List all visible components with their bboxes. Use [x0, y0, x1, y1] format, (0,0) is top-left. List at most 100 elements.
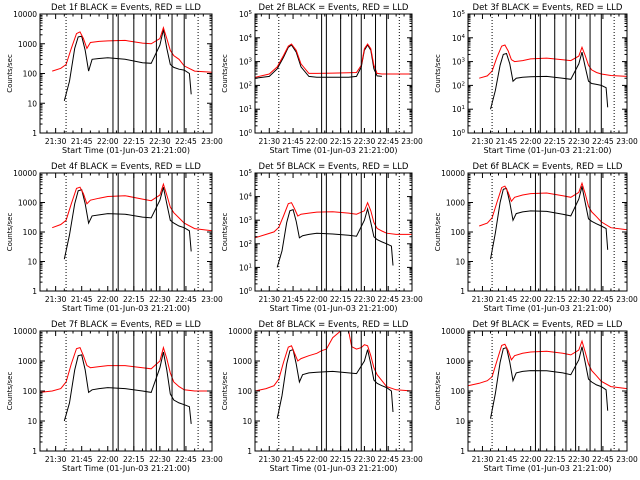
events-line	[254, 44, 382, 79]
x-tick-label: 22:30	[149, 455, 171, 464]
y-tick-base: 10	[239, 34, 249, 43]
y-tick-exponent: 2	[249, 240, 253, 246]
lld-line	[254, 330, 413, 392]
y-tick-label: 1	[460, 447, 465, 456]
y-tick-exponent: 3	[462, 58, 466, 64]
panel-6: Det 6f BLACK = Events, RED = LLD 1 10 100 10…	[434, 162, 638, 313]
y-tick-label: 10	[242, 417, 252, 426]
plot-frame	[467, 172, 628, 292]
y-tick-base: 10	[239, 240, 249, 249]
y-tick-base: 10	[239, 81, 249, 90]
x-tick-label: 23:00	[201, 455, 223, 464]
y-tick-base: 10	[452, 58, 462, 67]
y-tick-label: 100	[451, 387, 466, 396]
y-tick-label: 1	[247, 447, 252, 456]
y-tick-label: 10000	[13, 169, 37, 178]
y-tick-exponent: 2	[462, 81, 466, 87]
panel-1: Det 1f BLACK = Events, RED = LLD 1 10 100 10…	[6, 3, 223, 155]
x-axis-title: Start Time (01-Jun-03 21:21:00)	[270, 304, 398, 313]
y-tick-label: 1	[32, 287, 37, 296]
y-tick-base: 10	[239, 263, 249, 272]
y-axis-title: Counts/sec	[434, 54, 442, 93]
x-tick-label: 22:15	[330, 295, 352, 304]
y-tick-base: 10	[452, 34, 462, 43]
plot-frame	[254, 13, 413, 134]
y-tick-label: 101	[452, 105, 465, 114]
x-tick-label: 22:30	[568, 455, 590, 464]
y-axis-title: Counts/sec	[434, 213, 442, 252]
y-tick-label: 102	[452, 81, 465, 90]
x-tick-label: 21:30	[45, 137, 67, 146]
y-tick-label: 104	[452, 34, 466, 43]
plot-frame	[39, 13, 213, 134]
x-axis-title: Start Time (01-Jun-03 21:21:00)	[62, 146, 190, 155]
y-tick-exponent: 5	[462, 10, 466, 16]
x-tick-label: 23:00	[616, 137, 638, 146]
x-tick-label: 22:15	[123, 137, 145, 146]
x-tick-label: 22:45	[175, 455, 197, 464]
y-tick-exponent: 2	[249, 81, 253, 87]
y-tick-label: 100	[23, 387, 38, 396]
x-tick-label: 22:00	[306, 295, 328, 304]
x-tick-label: 22:15	[330, 137, 352, 146]
y-tick-exponent: 1	[249, 263, 253, 269]
x-tick-label: 21:45	[496, 455, 518, 464]
y-tick-exponent: 0	[249, 129, 253, 135]
y-tick-label: 103	[239, 58, 253, 67]
x-tick-label: 21:45	[71, 137, 93, 146]
panel-title: Det 2f BLACK = Events, RED = LLD	[259, 3, 409, 13]
x-tick-label: 22:45	[175, 295, 197, 304]
y-tick-base: 10	[239, 105, 249, 114]
y-tick-label: 10000	[13, 327, 37, 336]
y-tick-label: 10	[27, 99, 37, 108]
panel-title: Det 1f BLACK = Events, RED = LLD	[51, 3, 201, 13]
x-tick-label: 23:00	[616, 455, 638, 464]
lld-line	[254, 43, 412, 78]
y-tick-label: 105	[239, 169, 253, 178]
y-tick-label: 104	[239, 34, 253, 43]
x-tick-label: 22:15	[123, 295, 145, 304]
x-tick-label: 21:30	[472, 137, 494, 146]
panel-title: Det 7f BLACK = Events, RED = LLD	[51, 320, 201, 330]
panel-title: Det 6f BLACK = Events, RED = LLD	[473, 162, 623, 172]
x-tick-label: 22:15	[544, 295, 566, 304]
x-tick-label: 23:00	[616, 295, 638, 304]
x-tick-label: 22:00	[97, 137, 119, 146]
y-tick-label: 103	[452, 58, 466, 67]
y-tick-base: 10	[239, 216, 249, 225]
y-tick-label: 1	[460, 287, 465, 296]
y-axis-title: Counts/sec	[221, 54, 229, 93]
plot-frame	[467, 13, 628, 134]
y-tick-label: 10	[27, 417, 37, 426]
y-tick-label: 100	[23, 228, 38, 237]
y-tick-label: 100	[452, 129, 466, 138]
x-axis-title: Start Time (01-Jun-03 21:21:00)	[484, 464, 612, 473]
x-tick-label: 22:00	[97, 295, 119, 304]
lld-line	[39, 345, 212, 393]
y-tick-label: 10	[455, 417, 465, 426]
panel-3: Det 3f BLACK = Events, RED = LLD10010110…	[434, 3, 638, 155]
x-tick-label: 22:30	[149, 137, 171, 146]
x-tick-label: 22:30	[354, 137, 376, 146]
y-tick-label: 10	[27, 258, 37, 267]
y-tick-label: 100	[451, 228, 466, 237]
x-tick-label: 21:30	[258, 295, 280, 304]
x-axis-title: Start Time (01-Jun-03 21:21:00)	[62, 464, 190, 473]
y-tick-exponent: 4	[249, 34, 253, 40]
x-tick-label: 21:45	[282, 295, 304, 304]
x-axis-title: Start Time (01-Jun-03 21:21:00)	[62, 304, 190, 313]
y-tick-label: 100	[239, 287, 253, 296]
panel-2: Det 2f BLACK = Events, RED = LLD10010110…	[221, 3, 423, 155]
y-tick-base: 10	[239, 287, 249, 296]
x-tick-label: 22:45	[592, 295, 614, 304]
y-tick-label: 104	[239, 193, 253, 202]
y-tick-exponent: 1	[462, 105, 466, 111]
x-tick-label: 22:15	[544, 455, 566, 464]
panel-title: Det 8f BLACK = Events, RED = LLD	[259, 320, 409, 330]
panels: Det 1f BLACK = Events, RED = LLD11010010…	[6, 3, 638, 473]
lld-line	[467, 339, 628, 390]
x-axis-title: Start Time (01-Jun-03 21:21:00)	[484, 146, 612, 155]
y-tick-label: 1000	[233, 357, 252, 366]
y-tick-label: 1	[32, 447, 37, 456]
